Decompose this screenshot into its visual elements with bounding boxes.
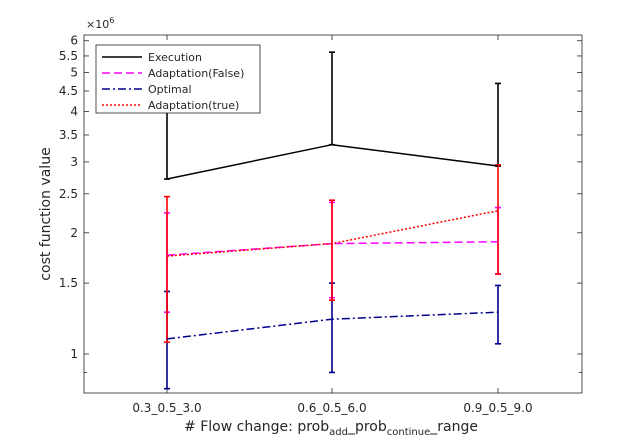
y-tick-label: 5 [70, 66, 78, 80]
legend-label: Adaptation(true) [148, 99, 239, 112]
legend: Execution Adaptation(False) Optimal Adaptat… [95, 44, 261, 114]
error-bars [164, 51, 501, 390]
series-line [166, 209, 499, 257]
y-tick-label: 1 [70, 347, 78, 361]
x-tick-label: 0.3_0.5_3.0 [132, 401, 201, 415]
y-exponent-label: ×106 [86, 16, 114, 31]
x-tick-label: 0.9_0.5_9.0 [463, 401, 532, 415]
y-tick-label: 1.5 [59, 276, 78, 290]
legend-label: Execution [148, 51, 202, 64]
y-tick-label: 2.5 [59, 187, 78, 201]
legend-label: Optimal [148, 83, 192, 96]
series-line [166, 143, 499, 180]
x-tick-label: 0.6_0.5_6.0 [297, 401, 366, 415]
x-axis-ticks: 0.3_0.5_3.0 0.6_0.5_6.0 0.9_0.5_9.0 [132, 35, 533, 415]
series-lines [166, 143, 499, 340]
series-line [166, 241, 499, 256]
y-tick-label: 3.5 [59, 128, 78, 142]
y-tick-label: 2 [70, 226, 78, 240]
plot-frame [83, 34, 583, 394]
y-axis-label: cost function value [38, 147, 54, 280]
y-axis-ticks: 1 1.5 2 2.5 3 3.5 4 4.5 5 5.56 [59, 34, 582, 373]
y-tick-label: 4.5 [59, 84, 78, 98]
x-axis-label: # Flow change: probadd_probcontinue_rang… [184, 419, 478, 438]
y-tick-label: 3 [70, 155, 78, 169]
series-line [166, 311, 499, 340]
y-tick-label: 5.5 [59, 49, 78, 63]
legend-label: Adaptation(False) [148, 67, 244, 80]
y-tick-label: 6 [70, 34, 78, 48]
y-tick-label: 4 [70, 105, 78, 119]
